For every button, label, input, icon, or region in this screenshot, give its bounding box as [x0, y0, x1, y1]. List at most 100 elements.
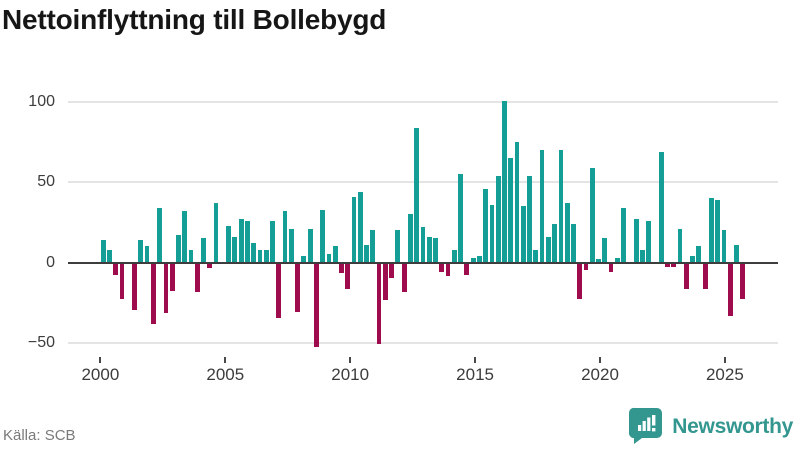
bar-negative [295, 263, 300, 312]
bar-positive [708, 198, 714, 263]
bar-positive [658, 151, 664, 263]
gridline [68, 341, 778, 344]
bar-positive [257, 249, 263, 263]
zero-axis-line [68, 261, 778, 264]
bar-positive [107, 249, 112, 263]
bar-positive [157, 207, 163, 263]
bar-positive [238, 219, 244, 263]
bar-negative [583, 263, 589, 270]
bar-positive [307, 228, 313, 263]
bar-positive [514, 142, 520, 263]
bar-negative [683, 263, 689, 290]
bar-positive [226, 225, 231, 263]
chart-title: Nettoinflyttning till Bollebygd [2, 4, 387, 35]
newsworthy-logo: Newsworthy [629, 405, 793, 445]
x-axis-tick [349, 357, 352, 363]
bar-negative [150, 263, 156, 325]
x-axis-label: 2020 [581, 365, 619, 384]
bar-negative [113, 263, 119, 275]
bar-positive [370, 230, 376, 263]
bar-negative [382, 263, 388, 301]
y-axis-label: 50 [37, 173, 55, 191]
bar-positive [571, 224, 576, 263]
bar-positive [270, 220, 275, 263]
bar-positive [420, 227, 426, 263]
bar-positive [646, 220, 652, 263]
source-label: Källa: SCB [3, 427, 76, 444]
bar-positive [489, 204, 495, 263]
bar-negative [401, 263, 407, 293]
bar-negative [132, 263, 137, 310]
bar-positive [502, 100, 507, 263]
bar-negative [163, 263, 169, 314]
bar-positive [351, 196, 357, 263]
bar-positive [614, 257, 620, 263]
bar-positive [263, 249, 269, 263]
bar-negative [445, 263, 451, 277]
bar-positive [301, 256, 307, 263]
x-axis-label: 2015 [456, 365, 494, 384]
x-axis-label: 2000 [81, 365, 120, 384]
bar-positive [558, 150, 564, 263]
bar-positive [188, 249, 194, 263]
bar-positive [677, 228, 683, 263]
bar-chart-plot: 100 50 0 −50 2000 2005 2010 2015 2020 2025 [27, 93, 778, 384]
bar-negative [702, 263, 708, 290]
bar-positive [426, 236, 432, 263]
bar-positive [288, 228, 294, 263]
x-axis-label: 2005 [206, 365, 245, 384]
newsworthy-logo-text: Newsworthy [672, 415, 793, 438]
bar-positive [533, 249, 539, 263]
x-axis-tick [474, 357, 477, 363]
y-axis-label: −50 [27, 333, 55, 351]
bar-negative [577, 263, 583, 299]
bar-positive [690, 256, 695, 263]
bar-positive [633, 219, 639, 263]
bar-positive [621, 207, 626, 263]
bar-positive [245, 220, 250, 263]
bar-positive [734, 244, 739, 263]
bar-positive [564, 203, 570, 263]
bar-positive [715, 199, 721, 263]
bar-positive [182, 211, 188, 263]
x-axis-tick [599, 357, 601, 363]
bar-positive [539, 150, 545, 263]
bar-positive [395, 230, 401, 263]
gridline [68, 101, 778, 104]
bar-positive [602, 238, 608, 263]
bar-positive [458, 174, 463, 263]
bar-negative [665, 263, 670, 267]
bar-positive [495, 175, 501, 263]
x-axis-tick [723, 357, 726, 363]
bar-positive [138, 240, 144, 263]
bar-positive [414, 127, 420, 263]
y-axis-label: 0 [46, 253, 55, 271]
bar-positive [477, 256, 482, 263]
bar-negative [671, 263, 677, 267]
bar-positive [232, 236, 238, 263]
x-axis-tick [99, 357, 102, 363]
x-axis-label: 2025 [705, 365, 744, 384]
bar-positive [357, 191, 363, 263]
bar-negative [439, 263, 445, 272]
bar-positive [470, 257, 476, 263]
bar-positive [589, 167, 595, 263]
bar-negative [194, 263, 200, 293]
bar-positive [527, 175, 532, 263]
bar-negative [119, 263, 125, 299]
bar-positive [332, 246, 338, 263]
y-axis-label: 100 [28, 93, 55, 111]
bar-positive [520, 206, 526, 263]
bar-positive [326, 254, 332, 263]
bar-negative [389, 263, 395, 278]
bar-positive [721, 230, 727, 263]
bar-positive [408, 214, 413, 263]
bar-positive [320, 209, 326, 263]
bar-positive [433, 238, 438, 263]
bar-positive [176, 235, 181, 263]
newsworthy-chart-bubble-icon [629, 407, 663, 444]
bar-positive [451, 249, 457, 263]
bar-negative [376, 263, 382, 344]
bar-positive [545, 236, 551, 263]
